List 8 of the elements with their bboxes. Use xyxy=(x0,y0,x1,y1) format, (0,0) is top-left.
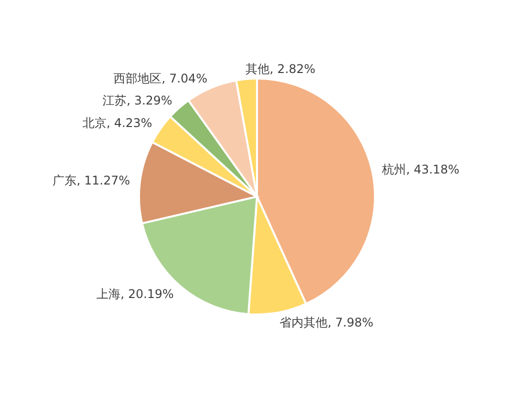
slice-label: 北京, 4.23% xyxy=(82,116,152,130)
slice-label: 江苏, 3.29% xyxy=(102,94,172,108)
slice-label: 其他, 2.82% xyxy=(246,62,316,76)
slice-label: 西部地区, 7.04% xyxy=(114,72,208,86)
slice-label: 杭州, 43.18% xyxy=(381,162,460,176)
slice-label: 上海, 20.19% xyxy=(96,286,174,301)
slice-label: 广东, 11.27% xyxy=(52,174,130,188)
slice-label: 省内其他, 7.98% xyxy=(280,315,374,330)
